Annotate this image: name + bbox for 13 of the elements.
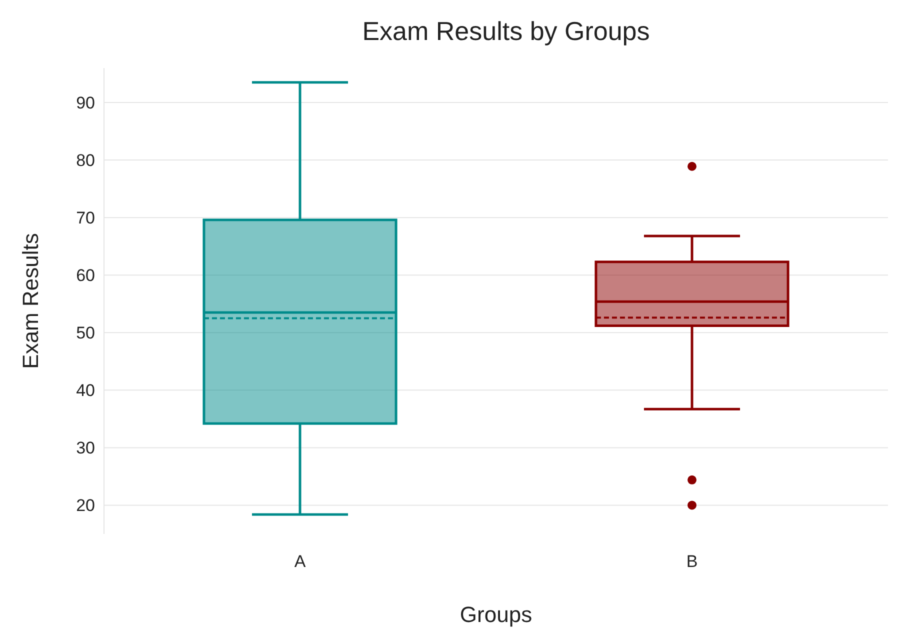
y-tick-label: 30 xyxy=(76,438,95,458)
x-tick-label: A xyxy=(294,552,306,571)
y-tick-label: 70 xyxy=(76,208,95,228)
y-tick-label: 60 xyxy=(76,266,95,286)
y-tick-label: 80 xyxy=(76,151,95,170)
y-tick-label: 50 xyxy=(76,324,95,343)
y-axis-title: Exam Results xyxy=(18,233,43,369)
y-tick-label: 90 xyxy=(76,93,95,112)
chart-title: Exam Results by Groups xyxy=(362,16,650,46)
y-tick-label: 20 xyxy=(76,496,95,516)
x-tick-label: B xyxy=(686,552,698,571)
y-tick-label: 40 xyxy=(76,381,95,400)
x-axis-title: Groups xyxy=(460,602,532,627)
